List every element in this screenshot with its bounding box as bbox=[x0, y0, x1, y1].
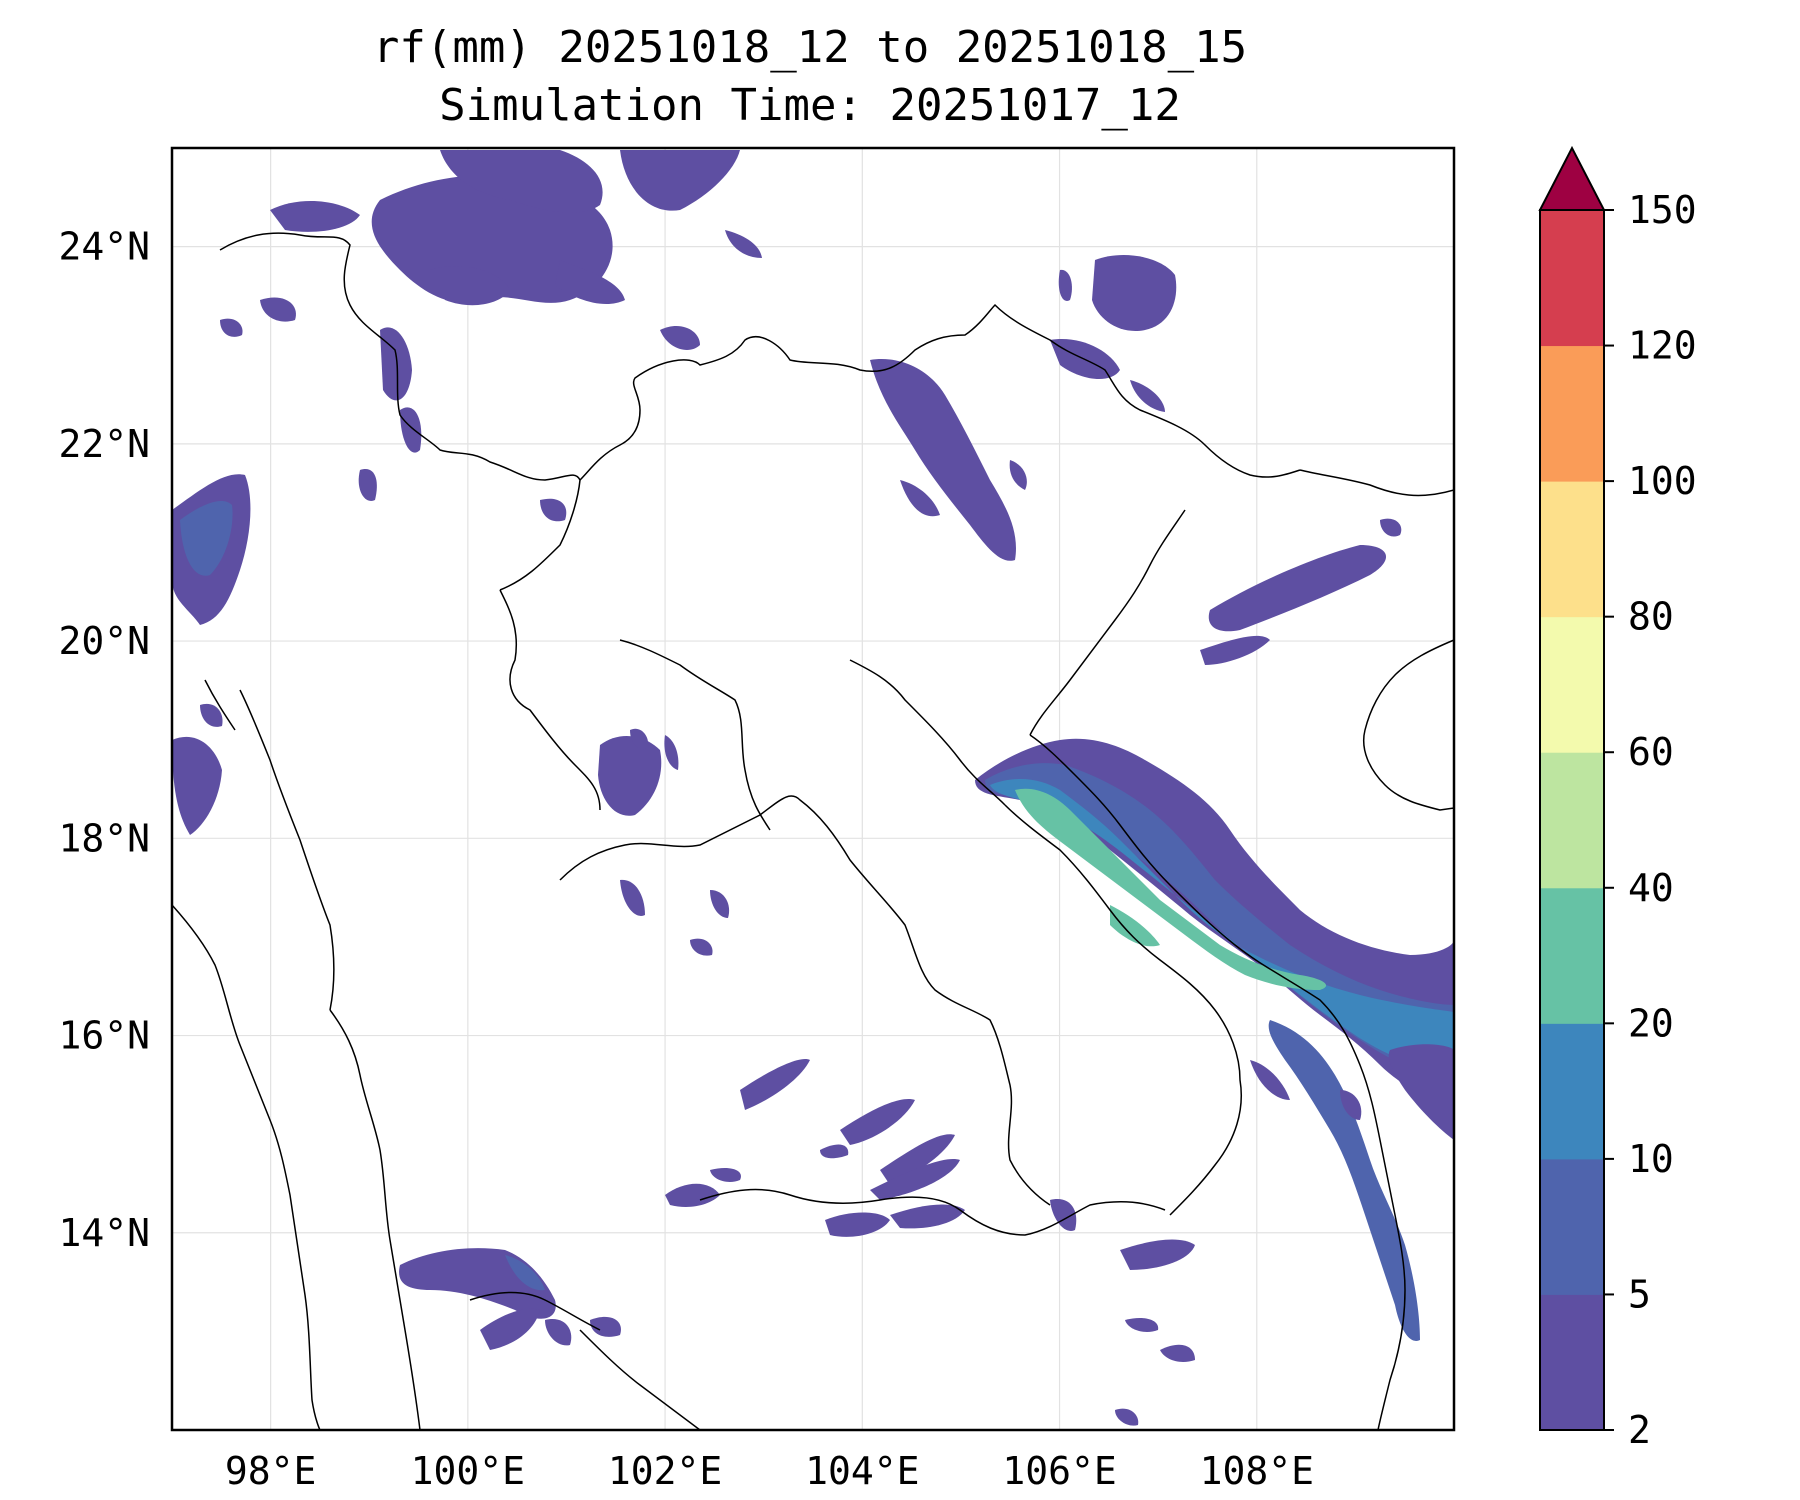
rain-area bbox=[505, 1255, 545, 1291]
rain-area bbox=[200, 703, 223, 727]
rain-area bbox=[990, 778, 1454, 1070]
rain-area bbox=[260, 297, 296, 322]
colorbar-tick-label: 40 bbox=[1628, 866, 1674, 910]
rain-area bbox=[270, 200, 360, 232]
lat-tick-label: 14°N bbox=[58, 1211, 150, 1255]
rain-area bbox=[664, 735, 679, 770]
rain-area bbox=[900, 480, 940, 517]
country-borders bbox=[172, 232, 1454, 1430]
rain-area bbox=[1388, 1044, 1454, 1140]
rain-area bbox=[598, 735, 662, 816]
rain-area bbox=[660, 325, 700, 350]
colorbar-segment bbox=[1540, 345, 1604, 482]
colorbar-tick-label: 100 bbox=[1628, 459, 1697, 503]
rain-area bbox=[1200, 635, 1270, 665]
rain-area bbox=[740, 1059, 810, 1110]
map-background bbox=[172, 148, 1454, 1430]
rain-area bbox=[172, 736, 222, 835]
rain-area bbox=[1092, 255, 1177, 331]
rain-area bbox=[825, 1212, 890, 1237]
rain-area bbox=[840, 1099, 915, 1145]
colorbar-tick-label: 80 bbox=[1628, 595, 1674, 639]
rain-area bbox=[710, 890, 730, 918]
colorbar-segment bbox=[1540, 481, 1604, 618]
lat-tick-label: 22°N bbox=[58, 422, 150, 466]
rain-area bbox=[1125, 1318, 1159, 1332]
rain-area bbox=[400, 407, 422, 453]
rain-area bbox=[890, 1204, 965, 1229]
rain-area bbox=[1250, 1060, 1290, 1100]
rain-area bbox=[1110, 905, 1160, 947]
rain-area bbox=[710, 1168, 741, 1182]
rain-area bbox=[820, 1144, 849, 1159]
lon-tick-label: 108°E bbox=[1200, 1449, 1314, 1493]
colorbar: 2 5 10 20 40 60 80 100 120 150 bbox=[1538, 145, 1697, 1452]
rain-area bbox=[1015, 788, 1327, 990]
rain-area bbox=[1160, 1344, 1195, 1362]
colorbar-tick-label: 20 bbox=[1628, 1001, 1674, 1045]
lon-tick-label: 100°E bbox=[411, 1449, 525, 1493]
rain-area bbox=[1058, 269, 1072, 301]
colorbar-tick-label: 120 bbox=[1628, 324, 1697, 368]
lat-tick-label: 24°N bbox=[58, 225, 150, 269]
rain-area bbox=[630, 728, 649, 750]
colorbar-segment bbox=[1540, 1158, 1604, 1295]
rain-area bbox=[1340, 1090, 1362, 1120]
colorbar-tick-label: 2 bbox=[1628, 1408, 1651, 1452]
rain-area bbox=[1208, 545, 1387, 632]
rain-area bbox=[440, 150, 603, 213]
axis-ticks: 98°E 100°E 102°E 104°E 106°E 108°E 14°N 16°N 18°… bbox=[58, 225, 1313, 1493]
rain-area bbox=[545, 1319, 572, 1346]
rain-area bbox=[1130, 380, 1165, 412]
rain-area bbox=[540, 498, 567, 522]
rain-area bbox=[1268, 1020, 1420, 1341]
colorbar-segment bbox=[1540, 616, 1604, 753]
rain-area bbox=[690, 938, 713, 956]
rain-area bbox=[220, 318, 243, 337]
chart-subtitle: Simulation Time: 20251017_12 bbox=[439, 80, 1181, 131]
rain-area bbox=[590, 1316, 621, 1337]
rain-area bbox=[620, 150, 740, 211]
lat-tick-label: 20°N bbox=[58, 619, 150, 663]
rain-area bbox=[665, 1183, 720, 1207]
rain-area bbox=[870, 1159, 960, 1200]
rain-area bbox=[1009, 460, 1027, 490]
lon-tick-label: 106°E bbox=[1002, 1449, 1116, 1493]
colorbar-segment bbox=[1540, 1023, 1604, 1160]
colorbar-tick-label: 60 bbox=[1628, 730, 1674, 774]
rain-area bbox=[620, 879, 645, 916]
colorbar-segment bbox=[1540, 1294, 1604, 1431]
rain-area bbox=[1115, 1408, 1139, 1426]
rain-area bbox=[1050, 1199, 1077, 1231]
rain-area bbox=[480, 1308, 540, 1350]
lat-tick-label: 18°N bbox=[58, 816, 150, 860]
rain-area bbox=[180, 500, 233, 576]
colorbar-tick-label: 10 bbox=[1628, 1137, 1674, 1181]
lat-tick-label: 16°N bbox=[58, 1014, 150, 1058]
colorbar-segment bbox=[1540, 887, 1604, 1024]
map-frame bbox=[170, 146, 1456, 1432]
lon-tick-label: 104°E bbox=[805, 1449, 919, 1493]
chart-title: rf(mm) 20251018_12 to 20251018_15 bbox=[372, 22, 1248, 73]
colorbar-segment bbox=[1540, 752, 1604, 889]
rain-area bbox=[870, 359, 1016, 561]
rain-area bbox=[880, 1134, 955, 1185]
rain-area bbox=[1380, 518, 1402, 537]
colorbar-tick-label: 5 bbox=[1628, 1272, 1651, 1316]
colorbar-extend-arrow bbox=[1538, 145, 1606, 211]
lon-tick-label: 98°E bbox=[225, 1449, 317, 1493]
lon-tick-label: 102°E bbox=[608, 1449, 722, 1493]
rain-area bbox=[358, 469, 377, 501]
rain-area bbox=[1120, 1239, 1195, 1270]
rain-area bbox=[725, 230, 762, 258]
rain-area bbox=[380, 327, 412, 401]
rain-area bbox=[430, 266, 510, 306]
colorbar-tick-label: 150 bbox=[1628, 188, 1697, 232]
colorbar-frame bbox=[1539, 209, 1605, 1431]
rain-area bbox=[555, 260, 625, 305]
colorbar-segment bbox=[1540, 210, 1604, 347]
